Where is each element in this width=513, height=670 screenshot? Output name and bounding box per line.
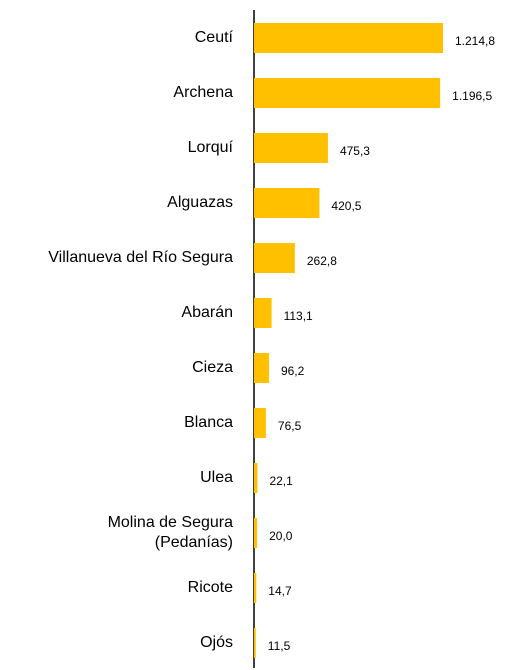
bar <box>254 298 272 328</box>
category-label: Blanca <box>184 414 233 431</box>
value-label: 11,5 <box>268 639 291 653</box>
value-label: 1.196,5 <box>452 89 492 103</box>
category-label: Ricote <box>188 579 233 596</box>
value-label: 1.214,8 <box>455 34 495 48</box>
category-label: Ulea <box>200 469 233 486</box>
bar <box>254 78 441 108</box>
value-label: 76,5 <box>278 419 302 433</box>
category-label: Ojós <box>200 634 233 651</box>
value-label: 96,2 <box>281 364 305 378</box>
category-label: Villanueva del Río Segura <box>48 249 233 266</box>
value-label: 262,8 <box>307 254 337 268</box>
bar <box>254 628 256 658</box>
bar <box>254 23 443 53</box>
value-label: 475,3 <box>340 144 370 158</box>
value-label: 113,1 <box>284 309 313 323</box>
value-label: 22,1 <box>269 474 293 488</box>
bar <box>254 573 257 603</box>
category-label: Archena <box>173 84 233 101</box>
bar <box>254 463 258 493</box>
bar <box>254 353 269 383</box>
value-label: 420,5 <box>331 199 361 213</box>
value-label: 14,7 <box>268 584 292 598</box>
bar <box>254 188 320 218</box>
bar <box>254 518 258 548</box>
bar <box>254 408 266 438</box>
bar <box>254 133 328 163</box>
value-label: 20,0 <box>269 529 293 543</box>
category-label: Molina de Segura (Pedanías) <box>108 514 234 551</box>
category-label: Ceutí <box>195 29 234 46</box>
bar <box>254 243 295 273</box>
category-label: Cieza <box>192 359 233 376</box>
category-label: Alguazas <box>167 194 233 211</box>
category-label: Lorquí <box>188 139 234 156</box>
category-label: Abarán <box>181 304 233 321</box>
